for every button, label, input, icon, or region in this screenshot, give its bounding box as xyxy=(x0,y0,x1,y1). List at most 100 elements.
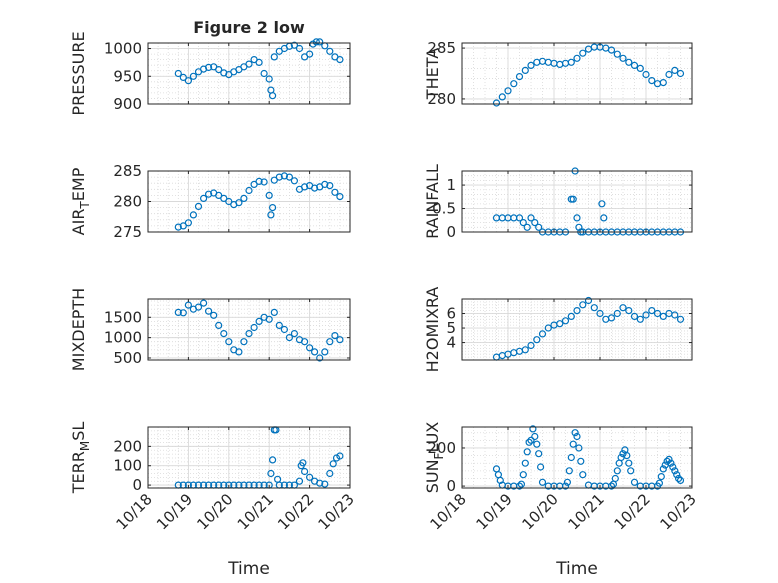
ylabel-main: THETA xyxy=(423,48,442,100)
xtick-label: 10/21 xyxy=(565,490,608,533)
data-point xyxy=(336,336,344,344)
data-point xyxy=(235,199,243,207)
data-point xyxy=(240,338,248,346)
ytick-label: 285 xyxy=(113,162,142,180)
data-point xyxy=(290,330,298,338)
data-point xyxy=(536,463,545,471)
data-point xyxy=(295,44,304,53)
axes-box xyxy=(461,42,693,105)
data-point xyxy=(299,459,307,467)
ytick-label: 500 xyxy=(113,349,142,367)
ylabel: H2OMIXRA xyxy=(423,287,442,373)
xtick-label: 10/20 xyxy=(193,490,236,533)
data-point xyxy=(321,480,329,488)
data-point xyxy=(579,471,587,479)
data-point xyxy=(521,346,529,354)
data-point xyxy=(636,64,644,73)
data-point xyxy=(215,65,223,74)
data-point xyxy=(569,195,577,203)
data-point xyxy=(312,38,320,46)
data-point xyxy=(326,47,334,55)
data-point xyxy=(269,456,277,464)
data-point xyxy=(619,450,627,458)
data-point xyxy=(561,482,570,490)
data-point xyxy=(220,194,228,202)
ytick-label: 5 xyxy=(446,319,456,337)
ylabel: PRESSURE xyxy=(69,31,88,115)
ytick-label: 100 xyxy=(113,457,142,475)
data-point xyxy=(561,317,570,325)
ytick-label: 280 xyxy=(427,90,456,108)
data-point xyxy=(260,69,268,78)
data-point xyxy=(174,223,182,231)
data-point xyxy=(613,467,621,475)
data-point xyxy=(648,76,656,85)
data-point xyxy=(529,425,537,433)
data-point xyxy=(225,338,233,346)
data-point xyxy=(267,469,275,478)
xtick-label: 10/18 xyxy=(427,490,470,533)
data-point xyxy=(625,307,633,315)
data-point xyxy=(521,66,529,75)
data-point xyxy=(240,194,248,202)
minor-grid xyxy=(148,426,350,488)
data-point xyxy=(590,304,598,312)
data-point xyxy=(577,457,585,465)
data-point xyxy=(676,69,685,78)
data-point xyxy=(667,459,675,467)
data-point xyxy=(331,332,339,340)
data-point xyxy=(184,77,192,85)
xlabel: Time xyxy=(555,559,598,579)
data-point xyxy=(269,92,277,100)
ylabel-main: RAINFALL xyxy=(423,164,442,239)
data-point xyxy=(567,312,575,320)
data-point xyxy=(189,211,197,219)
data-point xyxy=(584,296,593,305)
data-point xyxy=(517,480,526,488)
ytick-label: 0 xyxy=(446,223,456,241)
ylabel-suffix: EMP xyxy=(69,167,88,201)
data-point xyxy=(535,223,543,231)
data-point xyxy=(301,183,309,191)
data-point xyxy=(260,178,268,186)
data-point xyxy=(676,315,685,323)
ytick-label: 1000 xyxy=(104,329,142,347)
data-point xyxy=(220,330,228,338)
ytick-label: 285 xyxy=(427,39,456,57)
axes-box xyxy=(147,426,351,489)
data-point xyxy=(265,75,273,83)
data-point xyxy=(630,478,639,486)
data-point xyxy=(611,474,619,483)
data-point xyxy=(531,432,539,441)
data-point xyxy=(525,438,533,446)
series-markers xyxy=(174,299,344,362)
data-point xyxy=(250,180,258,188)
xtick-label: 10/22 xyxy=(274,490,317,533)
xtick-label: 10/19 xyxy=(153,490,196,533)
data-point xyxy=(179,222,187,230)
ylabel-subscript: T xyxy=(78,201,92,210)
data-point xyxy=(270,53,278,61)
data-point xyxy=(571,429,579,437)
axes-box xyxy=(147,42,351,105)
data-point xyxy=(265,315,273,323)
data-point xyxy=(673,471,681,479)
data-point xyxy=(619,54,627,62)
data-point xyxy=(301,467,309,476)
axes-box xyxy=(461,426,693,489)
data-point xyxy=(544,324,552,332)
data-point xyxy=(613,50,621,58)
data-point xyxy=(205,190,213,198)
data-point xyxy=(290,41,298,49)
data-point xyxy=(674,474,683,483)
data-point xyxy=(625,459,633,467)
data-point xyxy=(205,307,213,315)
ylabel: THETA xyxy=(423,48,442,100)
minor-grid xyxy=(462,427,692,488)
data-point xyxy=(653,309,662,318)
data-point xyxy=(245,330,253,338)
ytick-label: 280 xyxy=(113,193,142,211)
